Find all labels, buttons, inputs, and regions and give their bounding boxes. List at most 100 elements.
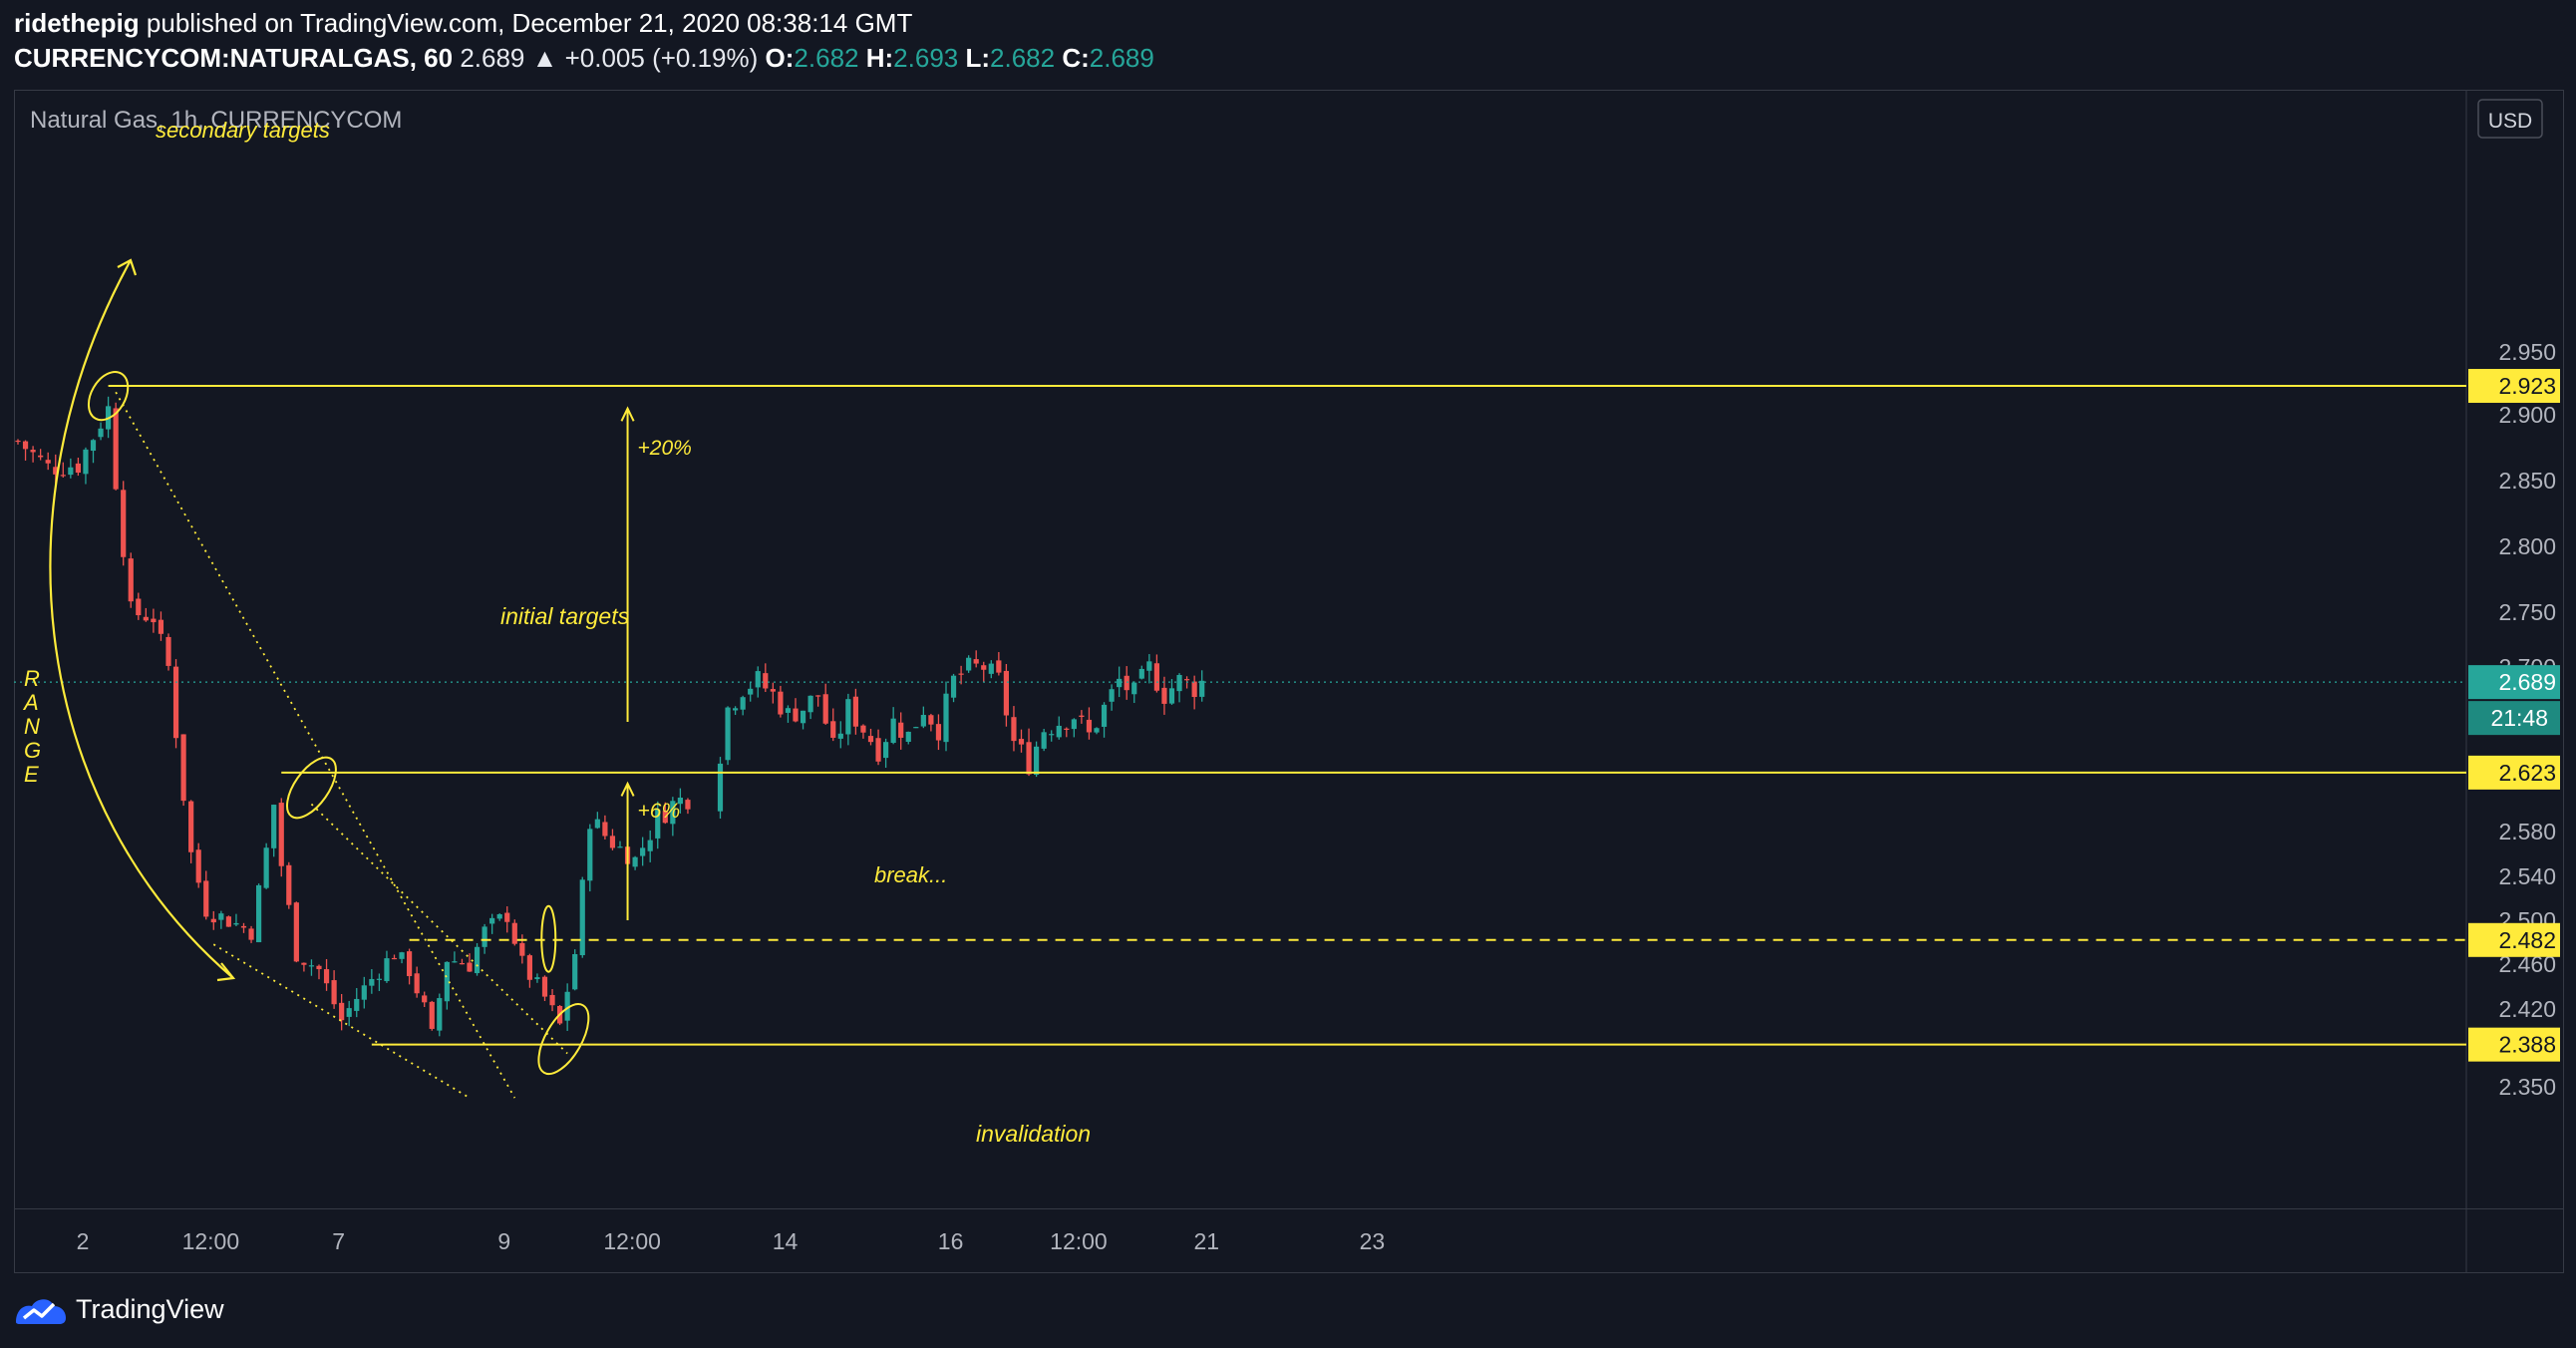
candle-down: [1161, 676, 1167, 715]
candle-down: [151, 608, 157, 633]
candle-body: [316, 965, 322, 970]
tradingview-logo-icon[interactable]: [14, 1292, 68, 1326]
candle-body: [22, 441, 29, 450]
trendline-upper: [115, 391, 516, 1099]
candle-body: [1003, 670, 1009, 716]
candle-down: [75, 458, 81, 477]
candle-down: [391, 954, 398, 960]
candle-down: [1191, 675, 1197, 710]
candle-down: [822, 683, 828, 725]
candle-body: [399, 952, 405, 959]
candle-body: [429, 1001, 435, 1029]
candle-body: [609, 836, 616, 848]
candle-up: [474, 942, 481, 976]
candle-up: [785, 705, 792, 723]
candle-body: [981, 665, 987, 670]
candle-up: [725, 706, 731, 766]
candle-up: [950, 673, 957, 703]
candle-body: [271, 805, 277, 848]
candle-body: [256, 884, 262, 943]
candle-body: [564, 991, 570, 1021]
chart-panel[interactable]: Natural Gas, 1h, CURRENCYCOM USD 2.950 2.90…: [14, 90, 2564, 1273]
currency-selector[interactable]: USD: [2477, 99, 2543, 139]
candle-body: [778, 691, 784, 715]
candle-down: [225, 915, 231, 927]
candle-body: [422, 995, 428, 1003]
candle-body: [407, 951, 413, 977]
candle-body: [617, 846, 623, 848]
candle-up: [444, 961, 450, 1010]
candle-up: [399, 951, 405, 964]
candle-up: [677, 788, 683, 814]
candle-body: [685, 800, 691, 810]
candle-up: [1199, 670, 1205, 702]
current-price-tag: 2.689 21:48: [2468, 665, 2560, 736]
candle-body: [293, 902, 299, 962]
candle-up: [587, 824, 593, 892]
candle-body: [1146, 661, 1152, 671]
candle-down: [143, 607, 149, 622]
current-price-text: 2.689: [2498, 669, 2556, 695]
break-label: break...: [874, 862, 947, 887]
y-tick-label: 2.580: [2498, 819, 2556, 844]
candle-down: [875, 729, 881, 766]
candle-down: [1086, 707, 1093, 740]
footer-brand[interactable]: TradingView: [76, 1293, 224, 1324]
candle-body: [1109, 689, 1115, 702]
candle-body: [339, 1002, 345, 1021]
candle-body: [935, 724, 942, 741]
candle-up: [579, 876, 585, 958]
candle-down: [323, 958, 330, 991]
candle-up: [740, 695, 746, 716]
candle-body: [647, 840, 653, 851]
candle-body: [414, 973, 420, 994]
candle-down: [22, 440, 29, 461]
price-label-box: [2468, 755, 2560, 790]
candle-body: [136, 598, 142, 616]
candle-up: [617, 841, 623, 848]
candle-body: [143, 616, 149, 621]
symbol-line: CURRENCYCOM:NATURALGAS, 60 2.689 ▲ +0.00…: [14, 41, 1154, 76]
candle-body: [748, 688, 754, 695]
candle-up: [361, 976, 367, 1009]
candle-up: [1109, 684, 1115, 711]
price-change: ▲ +0.005 (+0.19%): [531, 43, 759, 73]
candle-up: [369, 969, 375, 994]
candle-body: [1094, 728, 1100, 733]
candle-body: [180, 734, 186, 802]
candle-down: [188, 800, 194, 863]
candle-down: [685, 798, 691, 815]
candle-body: [920, 715, 926, 727]
range-arc: [49, 259, 234, 979]
candle-body: [354, 998, 360, 1011]
candle-body: [1199, 680, 1205, 697]
author-name[interactable]: ridethepig: [14, 8, 140, 38]
candle-body: [928, 715, 934, 725]
candle-up: [437, 993, 443, 1037]
candle-down: [180, 734, 186, 807]
target-ellipse-initial: [286, 756, 337, 820]
candle-body: [83, 449, 89, 475]
low-label: L:: [965, 43, 991, 73]
price-label-text: 2.482: [2498, 927, 2556, 953]
candle-body: [733, 708, 739, 711]
candle-down: [278, 798, 284, 877]
candle-body: [905, 731, 911, 743]
candle-down: [958, 665, 964, 685]
chart-title: Natural Gas, 1h, CURRENCYCOM: [30, 107, 402, 134]
candle-body: [572, 953, 578, 990]
candle-up: [1176, 673, 1182, 703]
candle-body: [1064, 728, 1070, 730]
candle-body: [867, 736, 874, 743]
range-arrowhead-bottom: [216, 962, 236, 982]
y-tick-label: 2.540: [2498, 863, 2556, 889]
candle-up: [354, 988, 360, 1018]
price-chart[interactable]: Natural Gas, 1h, CURRENCYCOM USD 2.950 2.90…: [14, 90, 2564, 1273]
candle-body: [511, 922, 517, 944]
candle-down: [541, 975, 548, 1001]
candle-body: [1117, 678, 1123, 688]
candle-body: [815, 695, 821, 697]
candle-up: [271, 804, 277, 857]
break-ellipse: [540, 904, 557, 973]
